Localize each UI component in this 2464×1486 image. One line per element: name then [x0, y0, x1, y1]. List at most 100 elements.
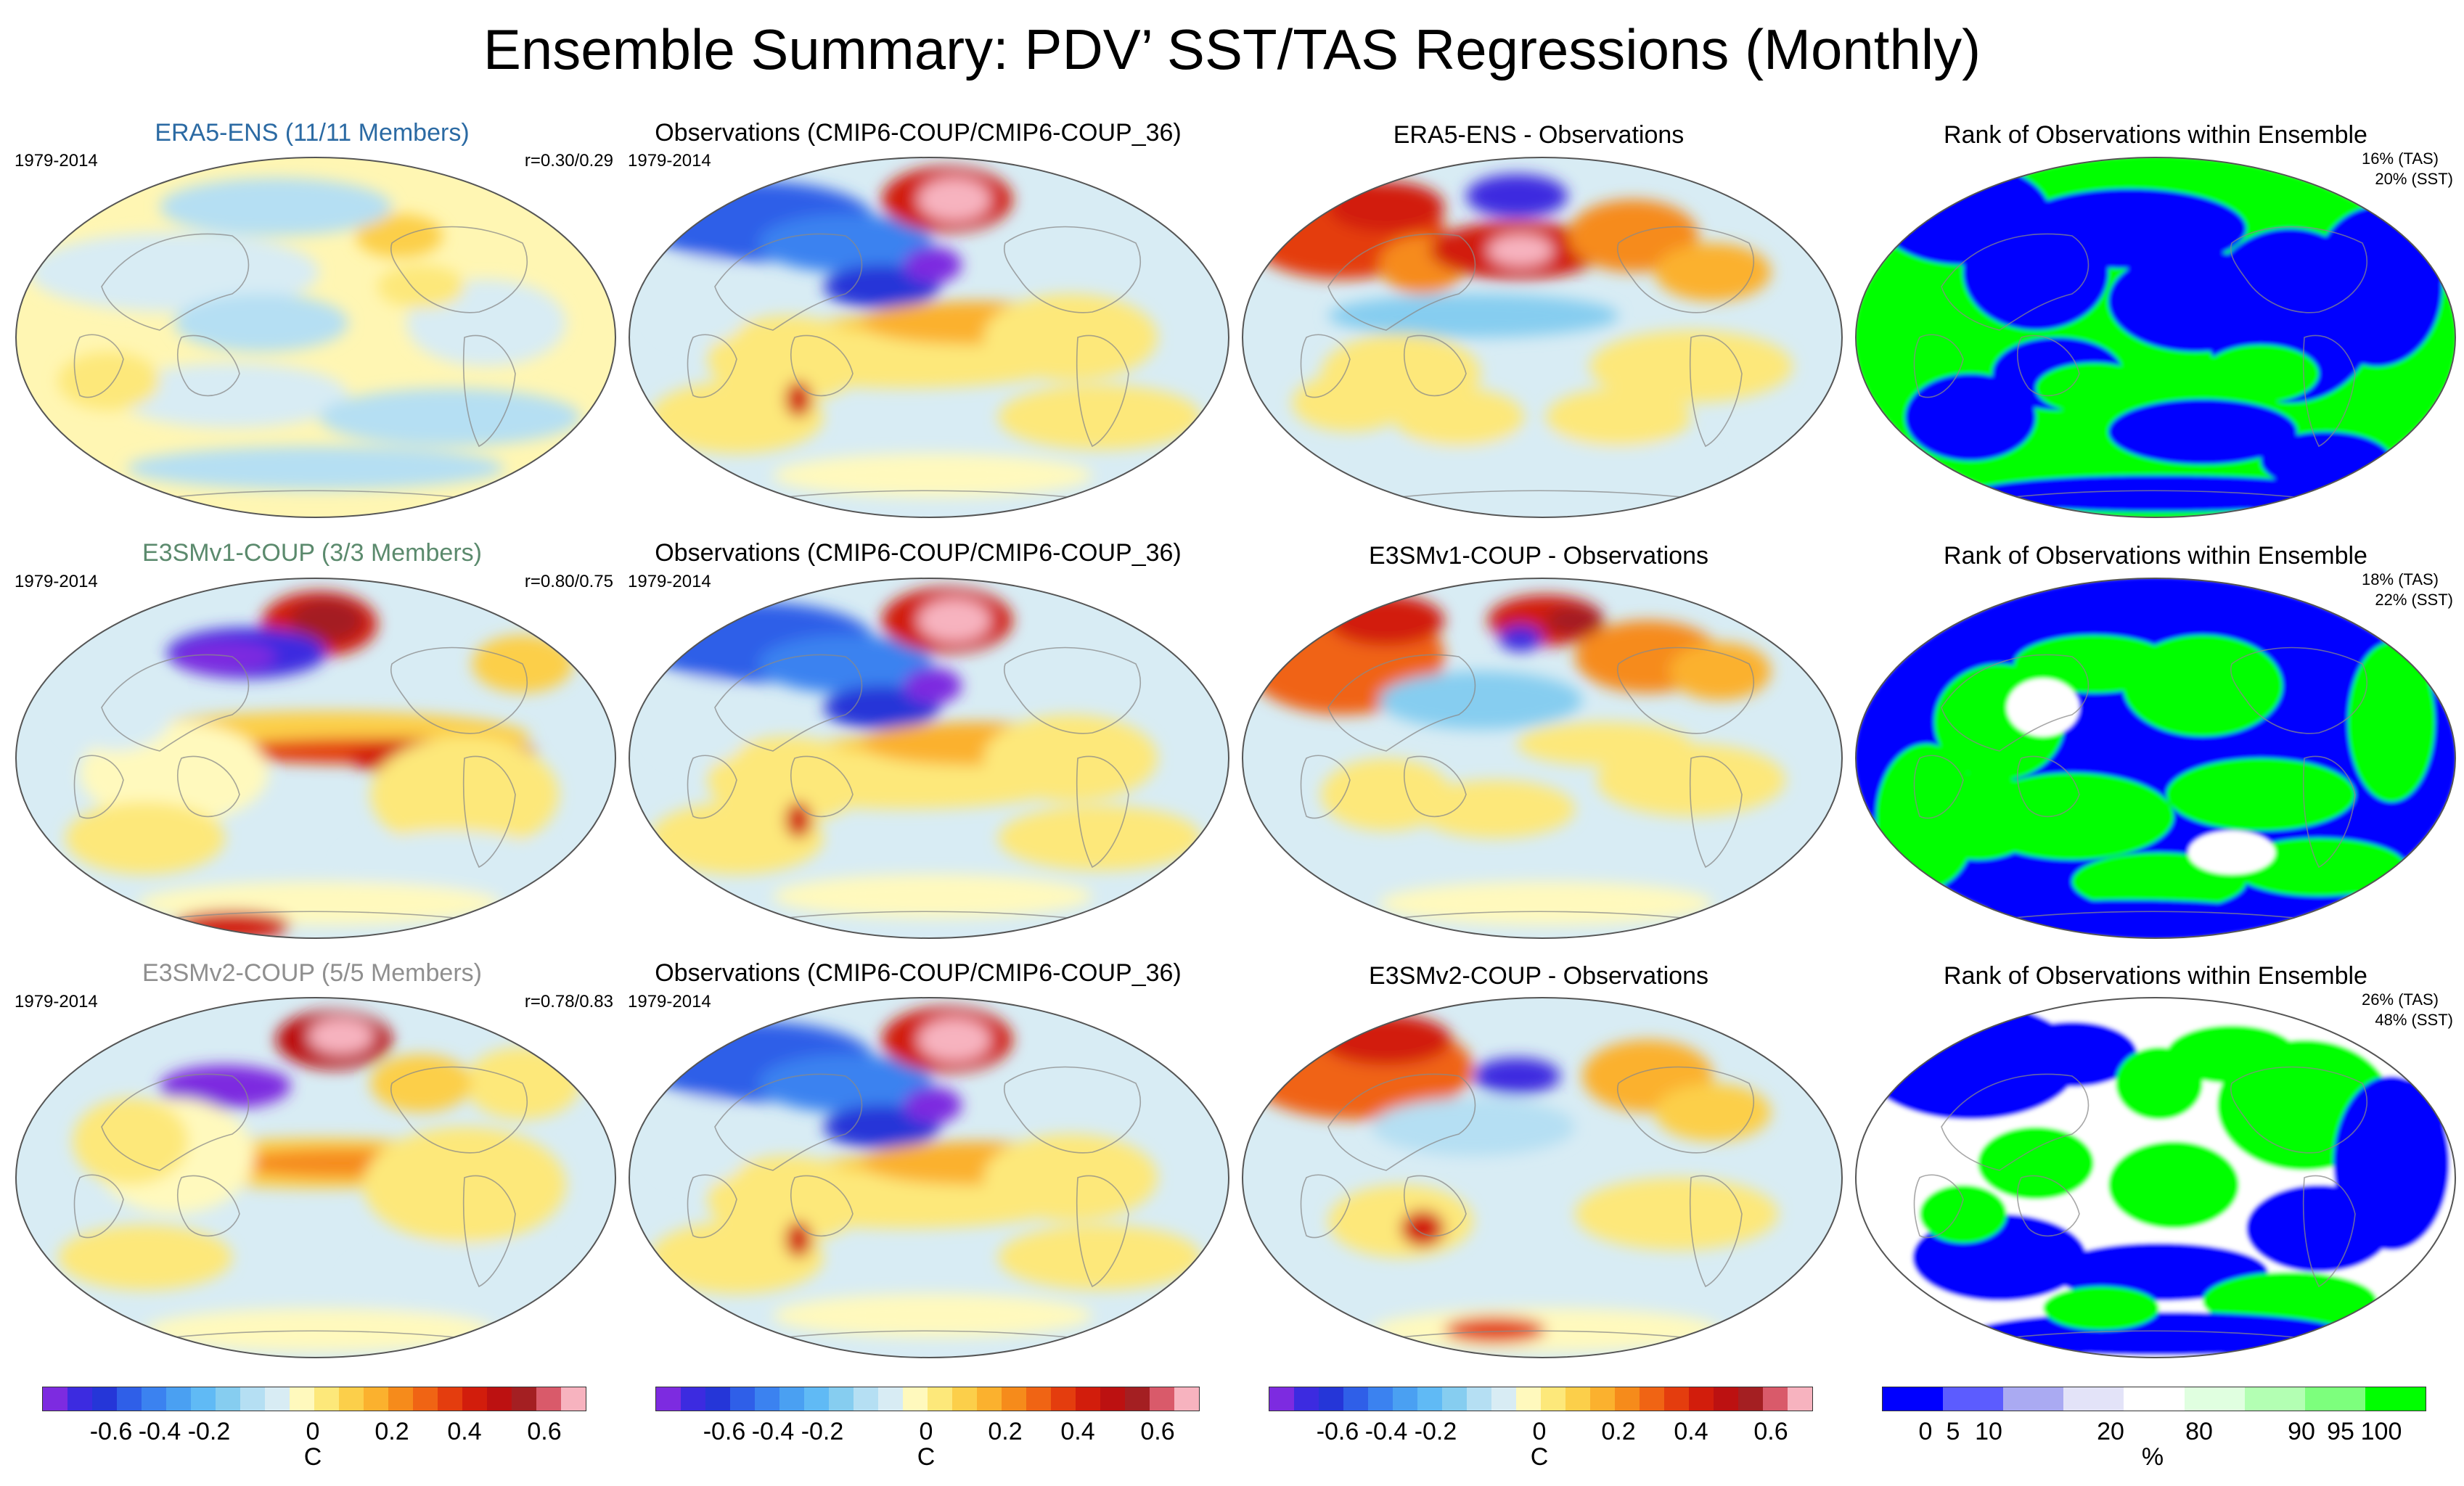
- field-blob-2: [1473, 1058, 1560, 1094]
- temp-swatch-21: [1174, 1387, 1199, 1411]
- coastline-4: [1913, 334, 1964, 398]
- temp-swatch-8: [240, 1387, 265, 1411]
- temp-swatch-11: [1541, 1387, 1565, 1411]
- field-blob-13: [2203, 345, 2319, 403]
- field-blob-3: [904, 1087, 962, 1123]
- coastline-1: [177, 1175, 240, 1237]
- coastline-3: [1076, 1175, 1129, 1288]
- temp-swatch-4: [755, 1387, 779, 1411]
- temp-swatch-4: [142, 1387, 166, 1411]
- temp3-tick-6: 0.4: [1674, 1418, 1708, 1445]
- field-blob-3: [2014, 189, 2246, 268]
- field-blob-1: [758, 635, 933, 693]
- field-blob-1: [308, 1018, 374, 1054]
- temp-swatch-13: [1590, 1387, 1615, 1411]
- coastline-1: [2017, 1175, 2080, 1237]
- temp-swatch-16: [1664, 1387, 1689, 1411]
- temp-colorbar-1: [42, 1387, 586, 1411]
- field-blob-12: [2036, 363, 2152, 414]
- coastline-2: [1004, 1066, 1142, 1154]
- rank-tick-3: 10: [1975, 1418, 2002, 1445]
- temp-swatch-9: [1491, 1387, 1516, 1411]
- rank-tick-1: 0: [1918, 1418, 1933, 1445]
- coastline-0: [1941, 233, 2090, 331]
- field-blob-10: [983, 1134, 1158, 1221]
- map-border: [629, 157, 1229, 518]
- field-blob-8: [370, 736, 559, 853]
- coastline-1: [790, 755, 854, 818]
- field-blob-3: [1546, 606, 1604, 635]
- temp-swatch-3: [1343, 1387, 1368, 1411]
- rank-swatch-2: [2003, 1387, 2064, 1411]
- coastline-4: [1300, 334, 1351, 398]
- row2-obs-map: [629, 578, 1229, 939]
- temp3-tick-7: 0.6: [1753, 1418, 1788, 1445]
- map-border: [629, 578, 1229, 939]
- field-blob-14: [785, 1221, 811, 1257]
- field-blob-9: [708, 736, 867, 824]
- temp-swatch-18: [487, 1387, 512, 1411]
- coastline-1: [790, 334, 854, 397]
- field-blob-15: [650, 1098, 751, 1185]
- temp2-tick-2: -0.4: [751, 1418, 795, 1445]
- temp-swatch-1: [1294, 1387, 1319, 1411]
- temp-swatch-15: [1026, 1387, 1051, 1411]
- temp-swatch-9: [265, 1387, 290, 1411]
- map-border: [15, 997, 616, 1358]
- field-blob-10: [983, 715, 1158, 802]
- temp-swatch-7: [829, 1387, 854, 1411]
- temp-swatch-12: [339, 1387, 364, 1411]
- field-blob-6: [1669, 642, 1771, 700]
- coastline-3: [2302, 334, 2356, 448]
- field-blob-11: [650, 381, 824, 453]
- field-blob-6: [2312, 207, 2442, 366]
- coastline-2: [390, 646, 528, 734]
- rank-swatch-6: [2244, 1387, 2305, 1411]
- temp-swatch-8: [1467, 1387, 1491, 1411]
- field-blob-9: [708, 1156, 867, 1243]
- coastline-2: [1617, 1066, 1755, 1154]
- coastline-1: [177, 755, 240, 818]
- row1-model-corr: r=0.30/0.29: [524, 151, 613, 171]
- rank-swatch-1: [1943, 1387, 2004, 1411]
- temp-swatch-12: [1565, 1387, 1590, 1411]
- coastline-1: [1404, 334, 1467, 397]
- field-blob-1: [174, 294, 348, 352]
- field-blob-5: [918, 178, 991, 221]
- temp3-tick-1: -0.6: [1316, 1418, 1359, 1445]
- field-blob-14: [785, 802, 811, 838]
- field-blob-15: [650, 678, 751, 765]
- coastline-0: [714, 654, 863, 752]
- rank-swatch-5: [2184, 1387, 2245, 1411]
- temp1-tick-2: -0.4: [138, 1418, 181, 1445]
- field-blob-9: [708, 316, 867, 403]
- coastline-3: [1689, 1175, 1743, 1288]
- field-blob-12: [1517, 722, 1691, 765]
- field-blob-11: [1292, 374, 1408, 432]
- temp1-tick-7: 0.6: [527, 1418, 562, 1445]
- row2-rank-tas: 18% (TAS): [2362, 570, 2439, 588]
- row3-model-period: 1979-2014: [15, 992, 98, 1011]
- field-blob-8: [73, 1098, 189, 1185]
- temp-swatch-20: [1150, 1387, 1174, 1411]
- field-blob-13: [174, 911, 290, 938]
- temp2-tick-6: 0.4: [1060, 1418, 1095, 1445]
- rank-tick-7: 95: [2327, 1418, 2354, 1445]
- row1-diff-map: [1242, 157, 1843, 518]
- row1-obs-title: Observations (CMIP6-COUP/CMIP6-COUP_36): [655, 119, 1182, 147]
- temp-swatch-16: [1051, 1387, 1076, 1411]
- temp-swatch-6: [191, 1387, 216, 1411]
- temp-swatch-9: [878, 1387, 903, 1411]
- field-blob-10: [983, 294, 1158, 381]
- row1-rank-sst: 20% (SST): [2375, 170, 2453, 188]
- field-blob-11: [650, 802, 824, 874]
- rank-swatch-3: [2063, 1387, 2124, 1411]
- row2-rank-sst: 22% (SST): [2375, 591, 2453, 609]
- row2-rank-title: Rank of Observations within Ensemble: [1944, 542, 2367, 570]
- field-blob-1: [758, 214, 933, 272]
- temp-colorbar-2: [655, 1387, 1200, 1411]
- field-blob-4: [2166, 758, 2355, 831]
- coastline-2: [1617, 646, 1755, 734]
- map-border: [1855, 578, 2456, 939]
- temp1-tick-5: 0.2: [374, 1418, 409, 1445]
